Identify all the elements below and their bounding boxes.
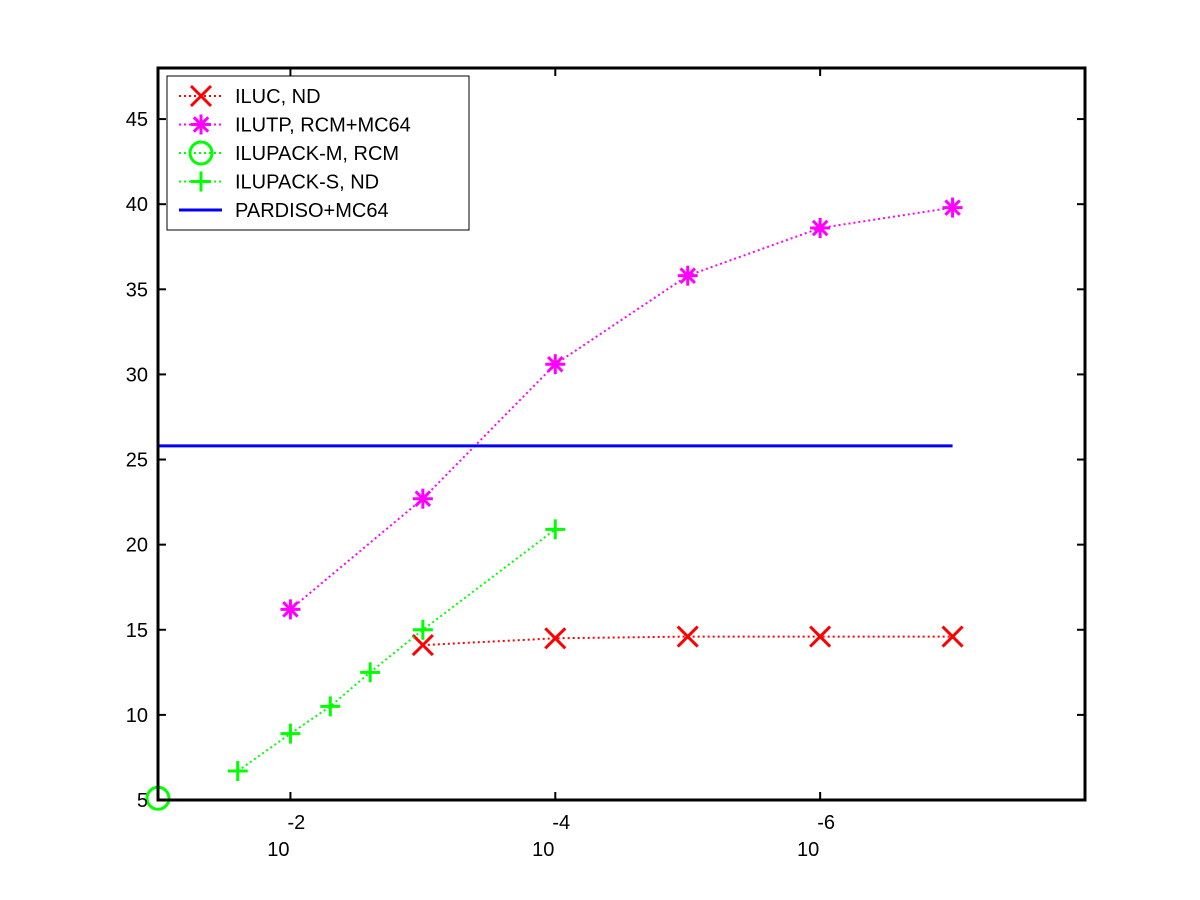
y-tick-label: 15 — [126, 620, 148, 642]
y-tick-label: 40 — [126, 194, 148, 216]
x-tick-exponent: -2 — [288, 812, 306, 834]
legend-entry: ILUC, ND — [179, 84, 321, 108]
data-point — [544, 627, 567, 650]
data-point — [941, 625, 964, 648]
marker-circle-shape — [188, 140, 214, 166]
marker-x-stroke — [544, 627, 567, 650]
x-tick-exponent: -6 — [817, 812, 835, 834]
y-tick-label: 25 — [126, 450, 148, 472]
marker-asterisk-stroke — [192, 116, 210, 133]
data-point — [545, 354, 566, 375]
series-ilupack-s-nd — [227, 519, 566, 782]
series-line — [289, 206, 953, 611]
series-line — [237, 528, 556, 772]
y-tick-label: 35 — [126, 279, 148, 301]
data-point — [942, 197, 963, 218]
marker-x-stroke — [809, 625, 832, 648]
x-tick-base: 10 — [532, 839, 554, 861]
marker-asterisk-stroke — [944, 199, 961, 216]
data-point — [412, 488, 433, 509]
legend-marker — [188, 140, 214, 166]
legend-entry: ILUPACK-M, RCM — [179, 140, 399, 166]
x-tick-base: 10 — [797, 839, 819, 861]
legend-label: PARDISO+MC64 — [235, 200, 389, 222]
legend-label: ILUPACK-S, ND — [235, 172, 379, 194]
data-point — [360, 662, 381, 683]
legend-marker — [189, 84, 213, 108]
y-tick-label: 5 — [137, 790, 148, 812]
legend-label: ILUPACK-M, RCM — [235, 143, 399, 165]
data-point — [280, 599, 301, 620]
data-point — [280, 723, 301, 744]
x-tick-base: 10 — [267, 839, 289, 861]
y-tick-label: 10 — [126, 705, 148, 727]
y-tick-label: 45 — [126, 109, 148, 131]
data-point — [810, 218, 831, 239]
y-tick-label: 30 — [126, 364, 148, 386]
data-point — [227, 761, 248, 782]
legend-box — [166, 75, 470, 231]
legend-marker — [191, 171, 211, 192]
legend: ILUC, ND ILUTP, RCM+MC64 ILUPACK-M, RCM ILU… — [166, 75, 470, 231]
y-tick-label: 20 — [126, 535, 148, 557]
axes-frame — [156, 66, 1087, 802]
legend-label: ILUTP, RCM+MC64 — [235, 115, 411, 137]
marker-x-stroke — [189, 84, 213, 108]
data-point — [676, 625, 699, 648]
data-point — [320, 696, 341, 717]
marker-asterisk-stroke — [547, 355, 564, 373]
data-point — [677, 265, 698, 286]
marker-x-stroke — [941, 625, 964, 648]
marker-asterisk-stroke — [811, 219, 829, 237]
data-point — [809, 625, 832, 648]
data-point — [411, 634, 434, 657]
data-point — [412, 619, 433, 640]
legend-marker — [191, 114, 211, 135]
series-ilutp-rcm-mc64 — [280, 197, 963, 620]
legend-entry: PARDISO+MC64 — [179, 200, 389, 222]
marker-x-stroke — [676, 625, 699, 648]
x-tick-exponent: -4 — [552, 812, 570, 834]
data-point — [545, 519, 566, 540]
axes: 5 10 15 20 25 30 35 40 45 10 -2 10 -4 10 -6 — [126, 66, 1087, 861]
marker-asterisk-stroke — [679, 267, 696, 284]
legend-label: ILUC, ND — [235, 86, 321, 108]
marker-asterisk-stroke — [282, 601, 299, 618]
marker-asterisk-stroke — [414, 490, 432, 507]
series-iluc-nd — [411, 625, 964, 657]
marker-x-stroke — [411, 634, 434, 657]
legend-entry: ILUTP, RCM+MC64 — [179, 114, 411, 137]
legend-entry: ILUPACK-S, ND — [179, 171, 379, 194]
